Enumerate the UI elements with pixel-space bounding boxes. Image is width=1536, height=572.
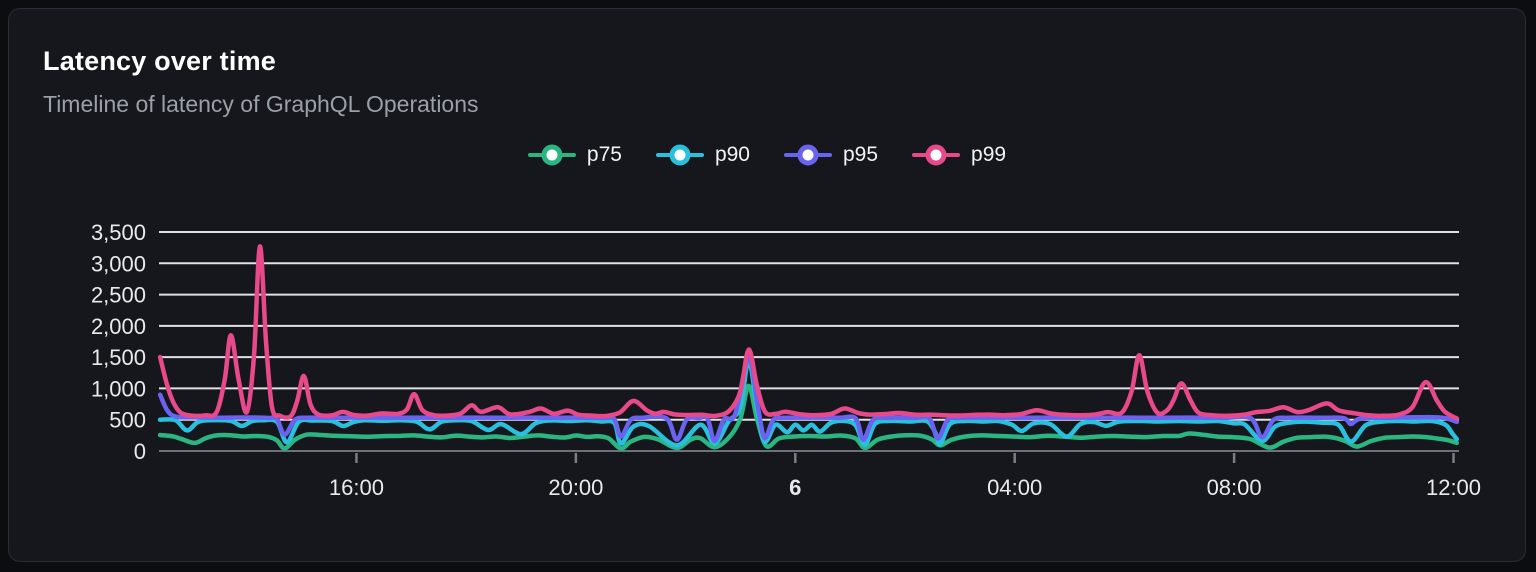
latency-panel: Latency over time Timeline of latency of… (8, 8, 1526, 562)
x-tick-label: 04:00 (987, 475, 1042, 500)
y-tick-label: 3,500 (91, 220, 146, 245)
series-group (157, 244, 1460, 451)
chart-line-p95[interactable] (157, 356, 1460, 444)
chart-line-p90[interactable] (157, 358, 1460, 448)
legend-label-p75: p75 (586, 143, 622, 166)
latency-chart: 0 500 1,000 1,500 2,000 2,500 3,000 3,500 16:00 2… (91, 220, 1481, 500)
legend-series-marker-icon (527, 144, 576, 166)
panel-header: Latency over time Timeline of latency of… (43, 45, 479, 118)
legend-label-p90: p90 (714, 143, 750, 166)
legend-item-p95[interactable]: p95 (784, 143, 878, 167)
x-tick-label: 20:00 (548, 475, 603, 500)
legend-item-p90[interactable]: p90 (655, 143, 750, 167)
chart-legend: p75 p90 p95 p99 (9, 139, 1525, 171)
panel-title: Latency over time (43, 46, 276, 76)
y-tick-label: 2,000 (91, 314, 146, 339)
x-tick-label: 16:00 (329, 475, 384, 500)
y-tick-label: 2,500 (91, 283, 146, 308)
legend-item-p75[interactable]: p75 (527, 143, 622, 167)
y-tick-label: 0 (134, 439, 146, 464)
x-tick-label: 6 (789, 475, 801, 500)
x-tick-label: 08:00 (1207, 475, 1262, 500)
chart-line-p99[interactable] (157, 244, 1460, 421)
legend-series-marker-icon (784, 144, 832, 166)
legend-item-p99[interactable]: p99 (912, 143, 1006, 167)
x-tick-label: 12:00 (1426, 475, 1481, 500)
legend-label-p95: p95 (843, 143, 879, 166)
panel-subtitle: Timeline of latency of GraphQL Operation… (43, 91, 479, 117)
y-tick-label: 500 (109, 408, 146, 433)
y-tick-label: 1,000 (91, 376, 146, 401)
y-tick-label: 3,000 (91, 251, 146, 276)
legend-series-marker-icon (912, 144, 961, 166)
y-tick-label: 1,500 (91, 345, 146, 370)
legend-series-marker-icon (655, 144, 704, 166)
chart-line-p75[interactable] (157, 383, 1460, 451)
legend-label-p99: p99 (971, 143, 1007, 166)
